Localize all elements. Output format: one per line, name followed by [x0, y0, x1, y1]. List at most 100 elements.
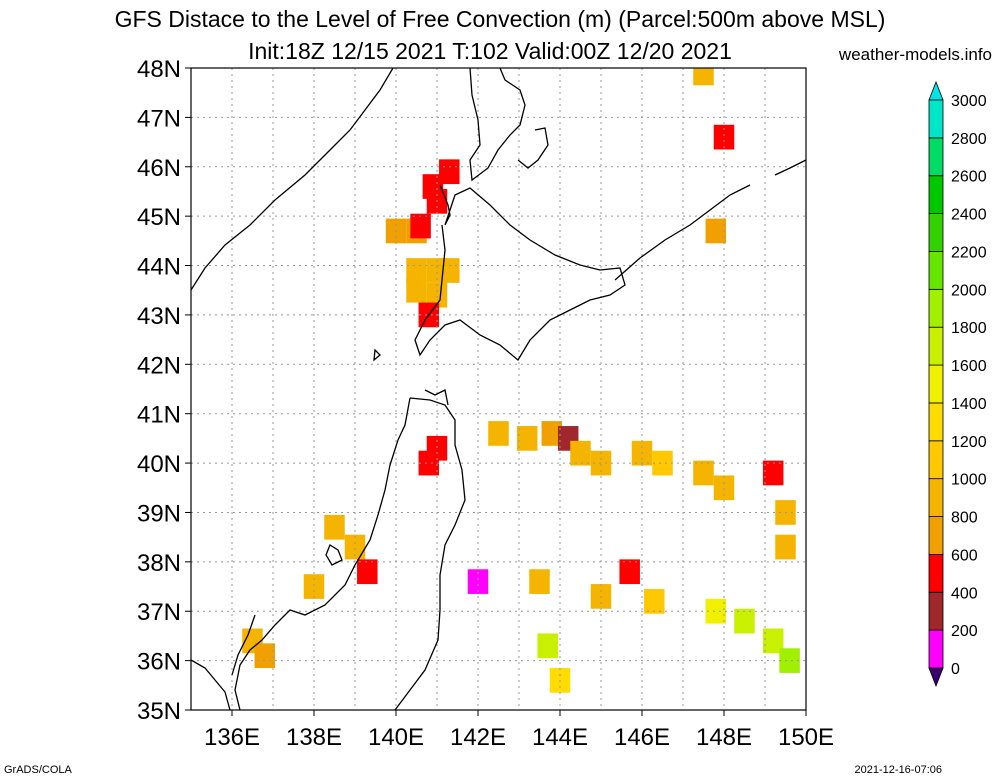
lat-tick-label: 38N — [137, 550, 181, 577]
coastline-kurils — [614, 159, 806, 281]
coastline-kanto — [191, 659, 231, 710]
colorbar-label: 2400 — [951, 207, 987, 224]
lfc-cell — [541, 421, 563, 446]
footer-software: GrADS/COLA — [4, 764, 72, 776]
lon-tick-label: 138E — [286, 724, 342, 751]
colorbar-label: 2600 — [951, 169, 987, 186]
lat-tick-label: 44N — [137, 254, 181, 281]
lfc-cell — [410, 213, 431, 239]
lon-tick-label: 150E — [778, 724, 834, 751]
colorbar-segment — [928, 175, 944, 215]
coastline-noto — [231, 614, 256, 676]
lon-tick-label: 146E — [614, 724, 670, 751]
lat-tick-label: 47N — [137, 105, 181, 132]
lon-tick-label: 142E — [450, 724, 506, 751]
coastline-sado — [325, 544, 343, 566]
lfc-cell — [344, 534, 366, 560]
colorbar-segment — [928, 516, 944, 555]
lfc-cell — [570, 440, 591, 466]
coastline-sakhalin — [469, 68, 549, 182]
lfc-cell — [254, 643, 276, 669]
colorbar-label: 3000 — [951, 93, 987, 110]
lfc-cell — [422, 174, 444, 199]
colorbar-segment — [928, 554, 944, 593]
map-frame — [190, 67, 807, 711]
colorbar-label: 400 — [951, 585, 978, 602]
map-subtitle: Init:18Z 12/15 2021 T:102 Valid:00Z 12/2… — [248, 38, 732, 64]
lat-tick-label: 41N — [137, 402, 181, 429]
colorbar-min-arrow — [928, 667, 944, 688]
lfc-cell — [529, 569, 550, 594]
lat-tick-label: 36N — [137, 649, 181, 676]
lfc-cell — [762, 460, 784, 486]
colorbar-segment — [928, 326, 944, 366]
credit-text: weather-models.info — [838, 45, 992, 64]
lfc-cell — [516, 426, 538, 451]
coastline-honshu-north — [234, 397, 466, 710]
colorbar-label: 2000 — [951, 282, 987, 299]
lat-tick-label: 46N — [137, 155, 181, 182]
lon-tick-label: 140E — [368, 724, 424, 751]
colorbar-segment — [928, 137, 944, 177]
map-area — [191, 68, 806, 710]
colorbar-segment — [928, 402, 944, 442]
coastline-tsugaru — [424, 389, 449, 406]
colorbar-segment — [928, 440, 944, 480]
lfc-cell — [705, 598, 727, 624]
lfc-cell — [324, 514, 345, 540]
lfc-cell — [488, 421, 509, 446]
colorbar-label: 1800 — [951, 320, 987, 337]
colorbar-segment — [928, 364, 944, 404]
lfc-cell — [693, 68, 714, 86]
lon-tick-label: 144E — [532, 724, 588, 751]
colorbar-segment — [928, 629, 944, 669]
lfc-cell — [693, 460, 714, 486]
lfc-cell — [537, 633, 558, 659]
colorbar-label: 2200 — [951, 244, 987, 261]
lat-tick-label: 45N — [137, 204, 181, 231]
colorbar-segment — [928, 478, 944, 517]
lfc-cell — [705, 218, 727, 244]
colorbar-segment — [928, 99, 944, 139]
lat-lon-grid — [191, 68, 806, 710]
lfc-cell — [406, 277, 427, 303]
lat-tick-label: 42N — [137, 352, 181, 379]
colorbar-label: 1400 — [951, 396, 987, 413]
lfc-cell — [467, 569, 489, 594]
lfc-cell — [775, 534, 796, 560]
colorbar-label: 800 — [951, 510, 978, 527]
colorbar-label: 1200 — [951, 434, 987, 451]
lat-tick-label: 37N — [137, 599, 181, 626]
coastline-okushiri — [373, 348, 381, 362]
lfc-cell — [713, 475, 735, 501]
lfc-cell — [303, 574, 325, 599]
colorbar-segment — [928, 288, 944, 328]
lat-tick-label: 35N — [137, 698, 181, 725]
lfc-cell — [713, 124, 735, 150]
lfc-cell — [357, 559, 378, 585]
coastline-mainland — [191, 68, 394, 291]
lfc-cell — [762, 628, 784, 654]
lat-tick-label: 39N — [137, 500, 181, 527]
lon-tick-labels: 136E 138E 140E 142E 144E 146E 148E 150E — [204, 710, 834, 751]
colorbar-label: 200 — [951, 623, 978, 640]
footer-timestamp: 2021-12-16-07:06 — [854, 764, 942, 776]
colorbar-max-arrow — [928, 80, 944, 101]
colorbar-segment — [928, 591, 944, 631]
lfc-cell — [734, 608, 755, 634]
lfc-cell — [426, 282, 448, 308]
lfc-cell — [418, 450, 440, 476]
lat-tick-label: 40N — [137, 451, 181, 478]
colorbar-segment — [928, 213, 944, 252]
lon-tick-label: 136E — [204, 724, 260, 751]
colorbar-label: 1600 — [951, 358, 987, 375]
lon-tick-label: 148E — [696, 724, 752, 751]
coastline-hokkaido — [414, 184, 626, 361]
lfc-cell — [406, 258, 427, 283]
colorbar-label: 2800 — [951, 131, 987, 148]
colorbar-segment — [928, 251, 944, 290]
colorbar: 0 200 400 600 800 1000 1200 1400 1600 1800 2000 220… — [928, 80, 987, 688]
lfc-cell — [779, 648, 800, 673]
lfc-cell — [439, 159, 460, 185]
